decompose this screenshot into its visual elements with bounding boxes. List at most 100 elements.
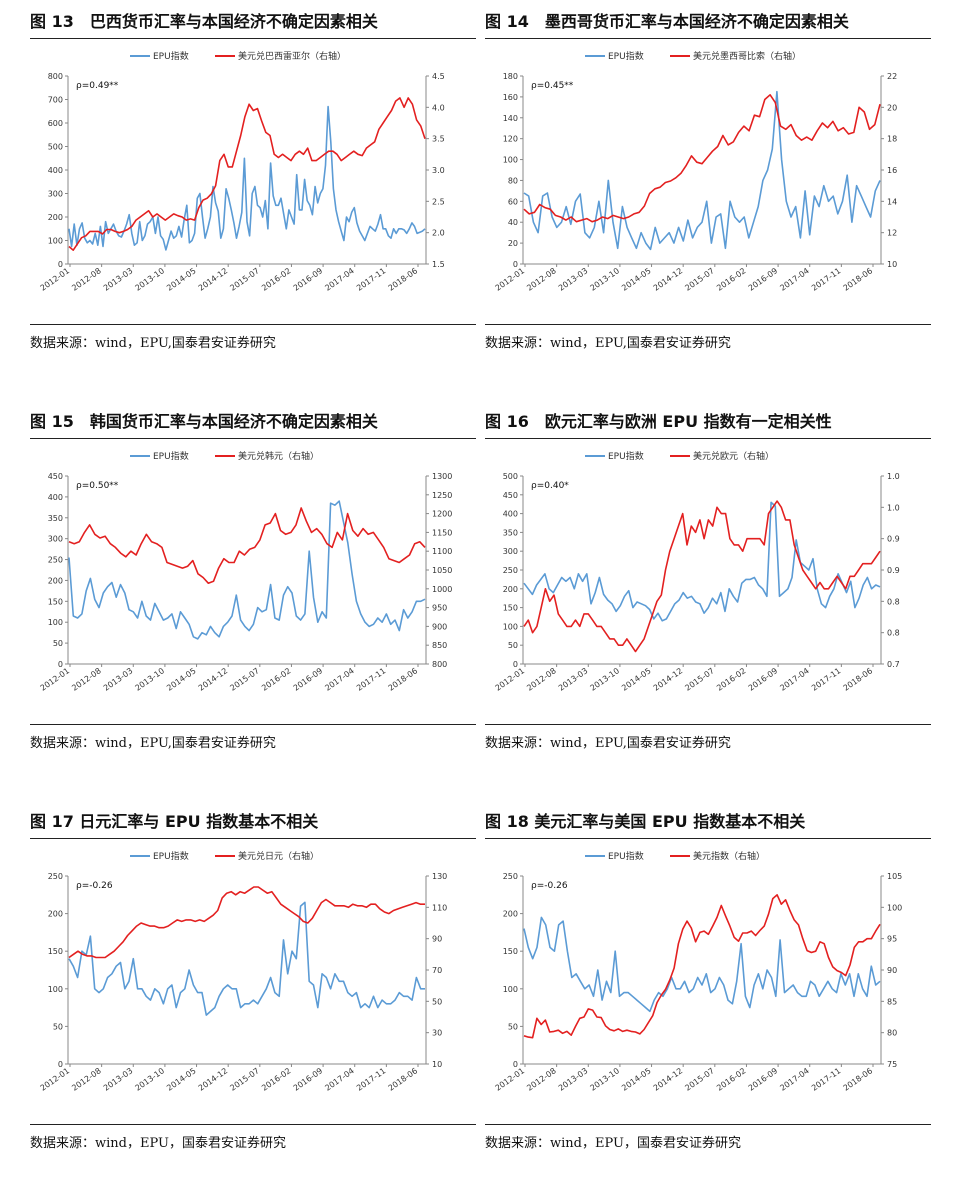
source-note: 数据来源：wind，EPU,国泰君安证券研究 (485, 736, 731, 751)
chart-16: 0 50 100 150 200 250 300 350 400 450 500 0.7 0.8 0.8 0… (494, 450, 900, 693)
x-tick-label: 2014-05 (165, 266, 198, 293)
figure-title: 图 17 日元汇率与 EPU 指数基本不相关 (30, 812, 319, 831)
right-tick-label: 3.0 (432, 166, 445, 175)
left-tick-label: 140 (503, 114, 518, 123)
left-tick-label: 100 (503, 985, 518, 994)
right-tick-label: 0.9 (887, 566, 900, 575)
x-tick-label: 2014-12 (197, 266, 230, 293)
chart-15: 0 50 100 150 200 250 300 350 400 450 800 850 900 950 1… (39, 450, 453, 693)
right-tick-label: 105 (887, 872, 902, 881)
right-tick-label: 4.0 (432, 103, 445, 112)
epu-series-line (523, 501, 881, 622)
x-tick-label: 2016-09 (747, 666, 780, 693)
source-divider (30, 324, 476, 325)
correlation-label: ρ=-0.26 (76, 881, 113, 891)
right-tick-label: 800 (432, 660, 447, 669)
right-tick-label: 2.0 (432, 229, 445, 238)
x-tick-label: 2012-08 (525, 666, 558, 693)
fx-series-line (523, 93, 881, 223)
x-tick-label: 2016-09 (747, 1066, 780, 1093)
x-tick-label: 2015-07 (683, 666, 716, 693)
right-tick-label: 90 (432, 935, 442, 944)
right-tick-label: 0.8 (887, 629, 900, 638)
right-tick-label: 3.5 (432, 135, 445, 144)
left-tick-label: 150 (48, 597, 63, 606)
x-tick-label: 2014-12 (652, 266, 685, 293)
x-tick-label: 2016-02 (260, 266, 293, 293)
x-tick-label: 2018-06 (387, 666, 420, 693)
x-tick-label: 2017-04 (778, 1066, 811, 1093)
x-tick-label: 2017-11 (355, 266, 388, 293)
left-tick-label: 100 (48, 237, 63, 246)
fx-series-line (523, 893, 881, 1039)
correlation-label: ρ=-0.26 (531, 881, 568, 891)
x-tick-label: 2014-12 (652, 666, 685, 693)
right-tick-label: 950 (432, 604, 447, 613)
right-tick-label: 85 (887, 997, 897, 1006)
left-tick-label: 200 (503, 910, 518, 919)
x-tick-label: 2017-11 (355, 1066, 388, 1093)
x-tick-label: 2014-05 (165, 1066, 198, 1093)
right-tick-label: 1200 (432, 510, 452, 519)
correlation-label: ρ=0.45** (531, 81, 574, 91)
left-tick-label: 150 (503, 947, 518, 956)
x-tick-label: 2017-04 (778, 266, 811, 293)
x-tick-label: 2012-01 (39, 266, 72, 293)
chart-13: 0 100 200 300 400 500 600 700 800 1.5 2.0 2.5 3.0 3.5… (39, 50, 445, 293)
x-tick-label: 2015-07 (683, 266, 716, 293)
legend-label-fx: 美元兑巴西雷亚尔（右轴） (238, 50, 346, 62)
x-tick-label: 2016-09 (747, 266, 780, 293)
left-tick-label: 100 (48, 618, 63, 627)
x-tick-label: 2012-08 (70, 666, 103, 693)
left-tick-label: 400 (48, 493, 63, 502)
left-tick-label: 300 (48, 535, 63, 544)
x-tick-label: 2014-05 (165, 666, 198, 693)
left-tick-label: 250 (503, 872, 518, 881)
source-divider (485, 724, 931, 725)
left-tick-label: 50 (508, 641, 518, 650)
x-tick-label: 2013-10 (589, 266, 622, 293)
x-tick-label: 2018-06 (842, 1066, 875, 1093)
source-divider (30, 1124, 476, 1125)
left-tick-label: 200 (48, 576, 63, 585)
x-tick-label: 2018-06 (842, 666, 875, 693)
x-tick-label: 2012-08 (70, 266, 103, 293)
figure-title: 图 14 墨西哥货币汇率与本国经济不确定因素相关 (485, 12, 849, 31)
fx-series-line (523, 500, 881, 653)
right-tick-label: 900 (432, 622, 447, 631)
x-tick-label: 2018-06 (387, 1066, 420, 1093)
x-tick-label: 2017-11 (810, 266, 843, 293)
x-tick-label: 2012-01 (494, 666, 527, 693)
left-tick-label: 350 (503, 528, 518, 537)
correlation-label: ρ=0.40* (531, 481, 569, 491)
x-tick-label: 2014-12 (197, 666, 230, 693)
x-tick-label: 2013-03 (102, 266, 135, 293)
x-tick-label: 2015-07 (228, 1066, 261, 1093)
right-tick-label: 1.0 (887, 472, 900, 481)
x-tick-label: 2016-02 (260, 666, 293, 693)
chart-14: 0 20 40 60 80 100 120 140 160 180 10 12 14 16 18 20 22 20… (494, 50, 898, 293)
right-tick-label: 16 (887, 166, 897, 175)
legend-label-fx: 美元兑欧元（右轴） (693, 450, 774, 462)
legend-label-epu: EPU指数 (153, 50, 189, 62)
x-tick-label: 2015-07 (228, 666, 261, 693)
x-tick-label: 2017-11 (355, 666, 388, 693)
x-tick-label: 2012-01 (39, 1066, 72, 1093)
left-tick-label: 80 (508, 176, 518, 185)
left-tick-label: 50 (53, 639, 63, 648)
x-tick-label: 2013-10 (134, 666, 167, 693)
left-tick-label: 200 (48, 910, 63, 919)
x-tick-label: 2012-08 (70, 1066, 103, 1093)
left-tick-label: 100 (503, 622, 518, 631)
right-tick-label: 1000 (432, 585, 452, 594)
x-tick-label: 2014-05 (620, 266, 653, 293)
left-tick-label: 450 (503, 491, 518, 500)
source-note: 数据来源：wind，EPU,国泰君安证券研究 (30, 736, 276, 751)
figure-title: 图 15 韩国货币汇率与本国经济不确定因素相关 (30, 412, 378, 431)
x-tick-label: 2016-02 (715, 666, 748, 693)
x-tick-label: 2016-02 (260, 1066, 293, 1093)
x-tick-label: 2014-12 (652, 1066, 685, 1093)
epu-series-line (523, 916, 881, 1013)
x-tick-label: 2012-08 (525, 266, 558, 293)
left-tick-label: 500 (48, 143, 63, 152)
